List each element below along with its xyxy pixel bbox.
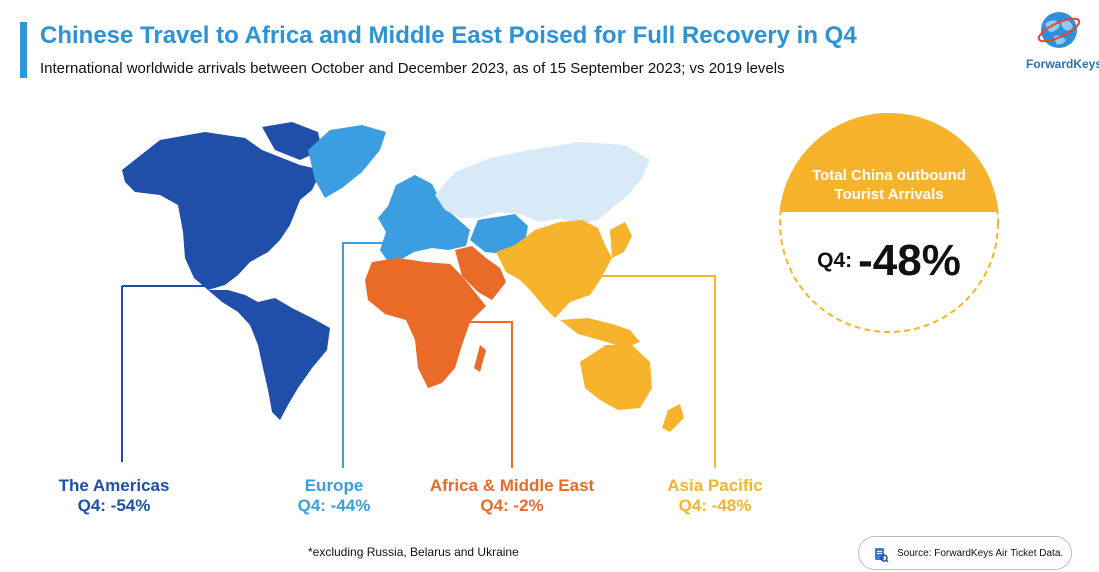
- logo-text: ForwardKeys: [1026, 57, 1099, 71]
- source-text: Source: ForwardKeys Air Ticket Data.: [897, 548, 1064, 559]
- kpi-number: -48%: [858, 236, 961, 285]
- region-name: Europe: [304, 476, 364, 495]
- region-value: Q4: -48%: [678, 496, 752, 515]
- region-value: Q4: -54%: [77, 496, 151, 515]
- europe-region: [308, 125, 528, 262]
- region-value: Q4: -44%: [297, 496, 371, 515]
- region-name: The Americas: [58, 476, 170, 495]
- region-americas: The Americas Q4: -54%: [38, 476, 190, 516]
- globe-icon: [1037, 12, 1081, 48]
- footnote: *excluding Russia, Belarus and Ukraine: [308, 545, 519, 559]
- region-value: Q4: -2%: [480, 496, 544, 515]
- kpi-circle: [779, 113, 999, 333]
- kpi-label-line1: Total China outbound: [812, 167, 966, 184]
- kpi-value: Q4: -48%: [778, 236, 1000, 286]
- americas-region: [122, 122, 330, 420]
- forwardkeys-logo: ForwardKeys: [1026, 8, 1099, 71]
- region-name: Asia Pacific: [667, 476, 763, 495]
- title-accent-bar: [20, 22, 27, 78]
- document-search-icon: [875, 548, 889, 563]
- kpi-prefix: Q4:: [817, 249, 853, 272]
- kpi-label-line2: Tourist Arrivals: [834, 186, 944, 203]
- africa-middle-east-region: [365, 246, 506, 388]
- region-asia-pacific: Asia Pacific Q4: -48%: [650, 476, 780, 516]
- kpi-label: Total China outbound Tourist Arrivals: [778, 166, 1000, 204]
- region-africa-middle-east: Africa & Middle East Q4: -2%: [412, 476, 612, 516]
- africa-connector: [463, 321, 513, 468]
- region-name: Africa & Middle East: [429, 476, 595, 495]
- region-europe: Europe Q4: -44%: [272, 476, 396, 516]
- page-subtitle: International worldwide arrivals between…: [40, 60, 785, 77]
- source-badge: Source: ForwardKeys Air Ticket Data.: [858, 536, 1072, 570]
- page-title: Chinese Travel to Africa and Middle East…: [40, 22, 857, 49]
- asia-pacific-region: [496, 220, 684, 432]
- europe-connector: [342, 242, 395, 468]
- excluded-region: [435, 142, 650, 224]
- asia-connector: [600, 275, 716, 468]
